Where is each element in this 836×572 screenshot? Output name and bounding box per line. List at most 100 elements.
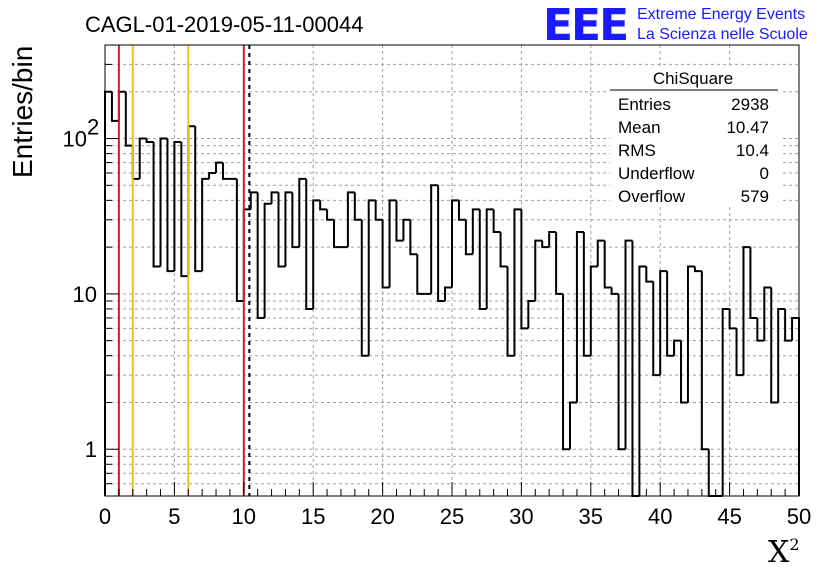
- histogram-bin: [617, 293, 626, 451]
- x-tick-label: 30: [509, 504, 533, 529]
- histogram-bin: [568, 401, 577, 450]
- histogram-bin: [700, 271, 709, 451]
- histogram-bin: [159, 137, 168, 267]
- histogram-bin: [464, 219, 473, 256]
- histogram-bin: [638, 265, 647, 496]
- histogram-bin: [582, 232, 591, 357]
- histogram-bin: [652, 281, 661, 377]
- histogram-bin: [277, 192, 286, 268]
- histogram-bin: [326, 209, 335, 221]
- histogram-bin: [312, 199, 321, 309]
- histogram-bin: [673, 339, 682, 356]
- stats-box-rows: Entries 2938 Mean 10.47 RMS 10.4 Underflow 0 Ove…: [618, 95, 769, 206]
- x-tick-labels: 0 5 10 15 20 25 30 35 40 45 50: [99, 504, 811, 529]
- histogram-bin: [263, 202, 272, 318]
- eee-logo-line1: Extreme Energy Events: [637, 6, 805, 23]
- stats-row-value: 2938: [731, 95, 769, 114]
- stats-box-title: ChiSquare: [653, 69, 733, 88]
- histogram-bin: [721, 307, 730, 496]
- stats-row-label: Mean: [618, 118, 661, 137]
- histogram-bin: [548, 231, 557, 248]
- histogram-bin: [742, 246, 751, 376]
- histogram-bin: [631, 240, 640, 497]
- histogram-bin: [284, 191, 293, 267]
- histogram-bin: [749, 247, 758, 319]
- histogram-bin: [235, 178, 244, 302]
- histogram-bin: [589, 265, 598, 356]
- histogram-bin: [784, 308, 793, 342]
- eee-logo-letters: EEE: [543, 0, 627, 51]
- x-tick-label: 15: [301, 504, 325, 529]
- histogram-bin: [645, 266, 654, 283]
- histogram-bin: [333, 219, 341, 249]
- stats-row-label: Underflow: [618, 164, 695, 183]
- histogram-bin: [298, 177, 307, 248]
- histogram-bin: [686, 265, 695, 403]
- histogram-bin: [693, 266, 702, 273]
- histogram-bin: [555, 232, 564, 295]
- histogram-bin: [138, 137, 147, 179]
- histogram-bin: [756, 317, 765, 342]
- histogram-bin: [270, 191, 279, 204]
- histogram-bin: [152, 141, 161, 268]
- histogram-bin: [180, 141, 189, 278]
- histogram-bin: [124, 91, 133, 147]
- histogram-bin: [527, 299, 536, 329]
- histogram-bin: [444, 286, 452, 301]
- histogram-bin: [624, 239, 633, 450]
- histogram-bin: [208, 171, 217, 179]
- histogram-bin: [117, 90, 126, 121]
- stats-row-value: 10.4: [736, 141, 769, 160]
- histogram-bin: [603, 240, 612, 289]
- histogram-bin: [499, 232, 508, 268]
- histogram-bin: [770, 287, 779, 404]
- eee-logo-line2: La Scienza nelle Scuole: [637, 26, 808, 43]
- y-tick-label: 10: [73, 282, 97, 307]
- histogram-bin: [791, 316, 800, 496]
- histogram-bin: [402, 218, 411, 241]
- eee-logo: EEE Extreme Energy Events La Scienza nel…: [543, 0, 808, 51]
- histogram-bin: [187, 125, 196, 277]
- x-tick-label: 5: [168, 504, 180, 529]
- x-axis-label-superscript: 2: [789, 535, 799, 554]
- stats-row-value: 579: [741, 187, 769, 206]
- histogram-bin: [409, 219, 418, 256]
- histogram-bin: [221, 162, 230, 180]
- stats-row-label: Entries: [618, 95, 671, 114]
- histogram-bin: [145, 138, 154, 143]
- stats-row-value: 10.47: [726, 118, 769, 137]
- histogram-bin: [360, 219, 369, 357]
- histogram-bin: [457, 200, 466, 221]
- histogram-bin: [346, 191, 355, 248]
- histogram-bin: [319, 200, 328, 211]
- histogram-bin: [562, 293, 570, 451]
- histogram-bin: [485, 208, 494, 309]
- histogram-bin: [680, 340, 688, 404]
- histogram-bin: [353, 192, 362, 221]
- x-tick-label: 45: [717, 504, 741, 529]
- histogram-bin: [520, 209, 529, 330]
- histogram-bin: [659, 270, 668, 376]
- stats-row-value: 0: [760, 164, 769, 183]
- histogram-bin: [249, 191, 258, 210]
- x-tick-label: 20: [370, 504, 394, 529]
- histogram-bin: [388, 199, 397, 288]
- x-tick-label: 10: [232, 504, 256, 529]
- x-tick-label: 50: [787, 504, 811, 529]
- histogram-bin: [735, 328, 744, 377]
- histogram-bin: [471, 208, 480, 255]
- y-axis-label: Entries/bin: [7, 46, 38, 178]
- histogram-bin: [596, 239, 605, 267]
- histogram-bin: [291, 192, 300, 249]
- histogram-bin: [506, 266, 515, 357]
- histogram-bin: [513, 208, 522, 356]
- histogram-bin: [541, 240, 550, 249]
- histogram-bin: [367, 199, 376, 356]
- histogram-bin: [575, 231, 584, 403]
- histogram-bin: [666, 271, 675, 357]
- histogram-bin: [610, 287, 619, 295]
- histogram-bin: [395, 200, 404, 242]
- y-tick-label: 1: [85, 437, 97, 462]
